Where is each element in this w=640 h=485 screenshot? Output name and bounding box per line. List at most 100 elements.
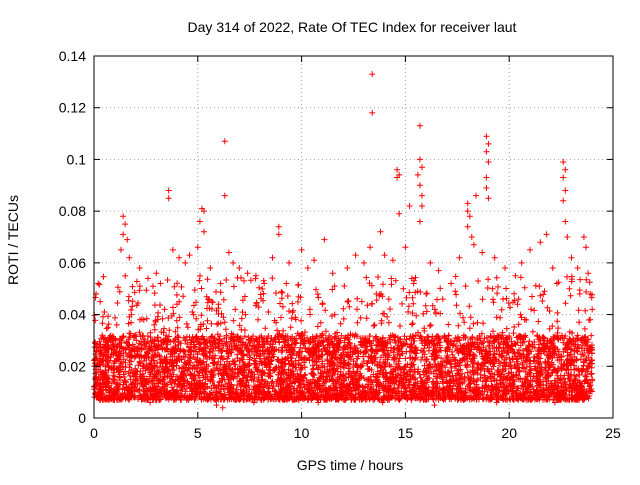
data-point — [485, 285, 491, 291]
data-point — [455, 323, 461, 329]
data-point — [399, 301, 405, 307]
data-point — [198, 312, 204, 318]
data-point — [535, 319, 541, 325]
data-point — [468, 314, 474, 320]
data-point — [230, 318, 236, 324]
data-point — [517, 312, 523, 318]
data-point — [539, 298, 545, 304]
data-point — [530, 329, 536, 335]
data-point — [150, 283, 156, 289]
data-point — [288, 324, 294, 330]
data-point — [174, 292, 180, 298]
data-point — [130, 284, 136, 290]
data-point — [507, 356, 513, 362]
data-point — [576, 307, 582, 313]
data-point — [283, 281, 289, 287]
data-point — [375, 274, 381, 280]
data-point — [259, 286, 265, 292]
data-point — [423, 303, 429, 309]
data-point — [105, 325, 111, 331]
data-point — [341, 283, 347, 289]
data-point — [516, 296, 522, 302]
data-point — [122, 273, 128, 279]
data-point — [554, 310, 560, 316]
data-point — [341, 316, 347, 322]
data-point — [413, 275, 419, 281]
data-point — [184, 321, 190, 327]
data-point — [285, 293, 291, 299]
data-point — [353, 332, 359, 338]
data-point — [434, 297, 440, 303]
data-point — [269, 275, 275, 281]
data-point — [205, 276, 211, 282]
data-point — [126, 294, 132, 300]
data-point — [295, 299, 301, 305]
data-point — [372, 322, 378, 328]
data-point — [289, 301, 295, 307]
data-point — [152, 302, 158, 308]
data-point — [380, 311, 386, 317]
data-point — [155, 310, 161, 316]
data-point — [490, 296, 496, 302]
data-point — [406, 290, 412, 296]
data-point — [518, 274, 524, 280]
data-point — [180, 293, 186, 299]
data-point — [384, 314, 390, 320]
data-point — [522, 285, 528, 291]
data-point — [258, 292, 264, 298]
data-point — [110, 373, 116, 379]
data-point — [454, 302, 460, 308]
data-point — [410, 295, 416, 301]
data-point — [166, 327, 172, 333]
data-point — [293, 341, 299, 347]
data-point — [576, 319, 582, 325]
data-point — [323, 328, 329, 334]
data-point — [174, 318, 180, 324]
data-point — [310, 366, 316, 372]
data-point — [421, 328, 427, 334]
data-point — [289, 315, 295, 321]
data-point — [453, 292, 459, 298]
data-point — [322, 307, 328, 313]
data-point — [174, 280, 180, 286]
data-point — [238, 275, 244, 281]
data-point — [96, 282, 102, 288]
data-point — [199, 286, 205, 292]
data-point — [358, 364, 364, 370]
data-point — [340, 306, 346, 312]
data-point — [503, 286, 509, 292]
data-point — [387, 306, 393, 312]
data-point — [494, 290, 500, 296]
data-point — [497, 315, 503, 321]
data-points — [91, 71, 595, 411]
data-point — [280, 328, 286, 334]
data-point — [213, 289, 219, 295]
data-point — [144, 316, 150, 322]
data-point — [533, 283, 539, 289]
data-point — [409, 322, 415, 328]
data-point — [577, 277, 583, 283]
data-point — [262, 325, 268, 331]
data-point — [358, 315, 364, 321]
data-point — [568, 293, 574, 299]
data-point — [205, 318, 211, 324]
data-point — [380, 281, 386, 287]
data-point — [329, 313, 335, 319]
data-point — [196, 278, 202, 284]
data-point — [397, 323, 403, 329]
data-point — [204, 326, 210, 332]
data-point — [453, 274, 459, 280]
data-point — [371, 323, 377, 329]
data-point — [386, 320, 392, 326]
data-point — [433, 311, 439, 317]
data-point — [495, 284, 501, 290]
data-point — [290, 308, 296, 314]
data-point — [555, 325, 561, 331]
data-point — [114, 300, 120, 306]
data-point — [537, 293, 543, 299]
data-point — [239, 316, 245, 322]
data-point — [152, 290, 158, 296]
data-point — [231, 284, 237, 290]
data-point — [197, 273, 203, 279]
